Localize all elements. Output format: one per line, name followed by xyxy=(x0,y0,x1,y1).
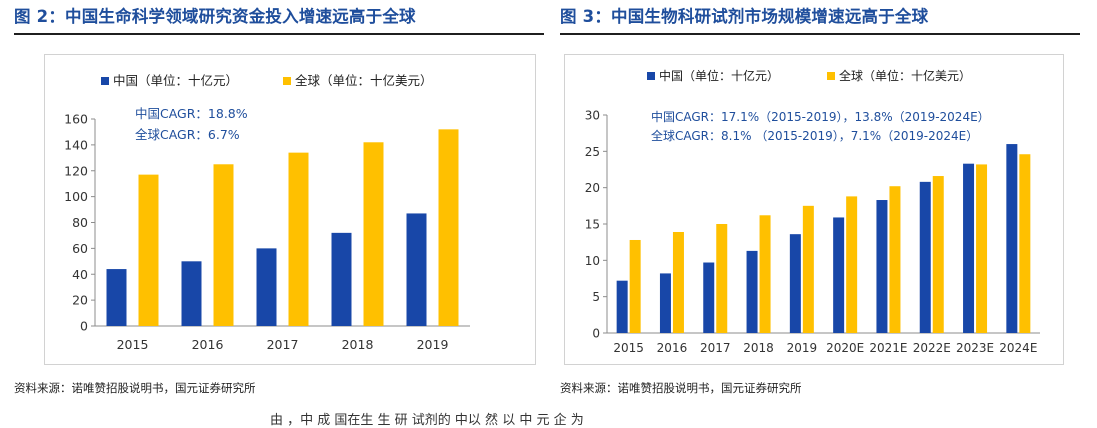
china-bar xyxy=(616,280,628,333)
china-bar xyxy=(1006,144,1018,333)
y-tick-label: 20 xyxy=(72,293,88,308)
x-tick-label: 2019 xyxy=(417,337,449,352)
cagr-annotation: 全球CAGR：6.7% xyxy=(135,127,240,142)
china-bar xyxy=(963,163,975,333)
legend-label: 全球（单位：十亿美元） xyxy=(839,68,971,83)
global-bar xyxy=(932,176,944,333)
y-tick-label: 120 xyxy=(64,163,88,178)
china-bar xyxy=(659,273,671,333)
cropped-body-text: 由 ，中 成 国在生 生 研 试剂的 中以 然 以 中 元 企 为 xyxy=(270,413,584,428)
y-tick-label: 15 xyxy=(585,218,600,232)
y-tick-label: 25 xyxy=(585,145,600,159)
global-bar xyxy=(438,129,459,326)
left-figure-title: 图 2：中国生命科学领域研究资金投入增速远高于全球 xyxy=(14,7,416,26)
cagr-annotation: 全球CAGR：8.1% （2015-2019），7.1%（2019-2024E） xyxy=(651,128,978,143)
china-bar xyxy=(746,250,758,333)
china-bar xyxy=(106,269,127,326)
china-bar xyxy=(919,181,931,333)
legend-label: 全球（单位：十亿美元） xyxy=(295,73,433,88)
y-tick-label: 30 xyxy=(585,109,600,123)
global-bar xyxy=(363,142,384,326)
y-tick-label: 20 xyxy=(585,181,600,195)
china-bar xyxy=(876,200,888,333)
x-tick-label: 2017 xyxy=(700,341,731,355)
china-bar xyxy=(406,213,427,326)
legend-label: 中国（单位：十亿元） xyxy=(113,73,238,88)
china-bar xyxy=(181,261,202,326)
x-tick-label: 2015 xyxy=(613,341,644,355)
left-title-rule xyxy=(14,33,544,35)
y-tick-label: 140 xyxy=(64,137,88,152)
china-bar xyxy=(703,262,715,333)
x-tick-label: 2016 xyxy=(657,341,688,355)
x-tick-label: 2015 xyxy=(117,337,149,352)
right-source-note: 资料来源：诺唯赞招股说明书，国元证券研究所 xyxy=(560,381,802,395)
global-bar xyxy=(889,186,901,333)
x-tick-label: 2019 xyxy=(787,341,818,355)
funding-chart: 0 20 40 60 80 100 120 140 160 2015 2016 2017 2018 201… xyxy=(64,73,470,352)
global-bar xyxy=(213,164,234,326)
global-bar xyxy=(1019,154,1031,333)
y-tick-label: 40 xyxy=(72,267,88,282)
global-bar xyxy=(759,215,771,333)
global-bar xyxy=(846,196,858,333)
legend-swatch xyxy=(647,72,655,80)
x-tick-label: 2022E xyxy=(913,341,951,355)
china-bar xyxy=(833,217,845,333)
y-tick-label: 0 xyxy=(592,327,600,341)
x-tick-label: 2018 xyxy=(743,341,774,355)
global-bar xyxy=(976,164,988,333)
china-bar xyxy=(331,232,352,326)
global-bar xyxy=(629,239,641,333)
legend-swatch xyxy=(827,72,835,80)
y-tick-label: 0 xyxy=(80,319,88,334)
global-bar xyxy=(716,224,728,333)
x-tick-label: 2017 xyxy=(267,337,299,352)
global-bar xyxy=(802,205,814,333)
y-tick-label: 80 xyxy=(72,215,88,230)
china-bar xyxy=(789,234,801,333)
x-tick-label: 2016 xyxy=(192,337,224,352)
x-tick-label: 2023E xyxy=(956,341,994,355)
cagr-annotation: 中国CAGR：17.1%（2015-2019），13.8%（2019-2024E… xyxy=(651,109,990,124)
right-figure-title: 图 3：中国生物科研试剂市场规模增速远高于全球 xyxy=(560,7,929,26)
y-tick-label: 10 xyxy=(585,254,600,268)
global-bar xyxy=(288,152,309,326)
legend-swatch xyxy=(101,77,109,85)
legend-label: 中国（单位：十亿元） xyxy=(659,68,779,83)
x-tick-label: 2020E xyxy=(826,341,864,355)
y-tick-label: 5 xyxy=(592,290,600,304)
y-tick-label: 160 xyxy=(64,112,88,127)
reagent-market-chart: 0 5 10 15 20 25 30 2015 2016 2017 2018 2019 2020E 202… xyxy=(585,68,1040,355)
x-tick-label: 2018 xyxy=(342,337,374,352)
right-chart-panel: 0 5 10 15 20 25 30 2015 2016 2017 2018 2019 2020E 202… xyxy=(564,54,1064,365)
y-tick-label: 100 xyxy=(64,189,88,204)
x-tick-label: 2021E xyxy=(869,341,907,355)
global-bar xyxy=(672,231,684,333)
x-tick-label: 2024E xyxy=(999,341,1037,355)
china-bar xyxy=(256,248,277,326)
left-chart-panel: 0 20 40 60 80 100 120 140 160 2015 2016 2017 2018 201… xyxy=(44,54,536,365)
y-tick-label: 60 xyxy=(72,241,88,256)
global-bar xyxy=(138,174,159,326)
legend-swatch xyxy=(283,77,291,85)
cagr-annotation: 中国CAGR：18.8% xyxy=(135,106,248,121)
right-title-rule xyxy=(560,33,1080,35)
left-source-note: 资料来源：诺唯赞招股说明书，国元证券研究所 xyxy=(14,381,256,395)
